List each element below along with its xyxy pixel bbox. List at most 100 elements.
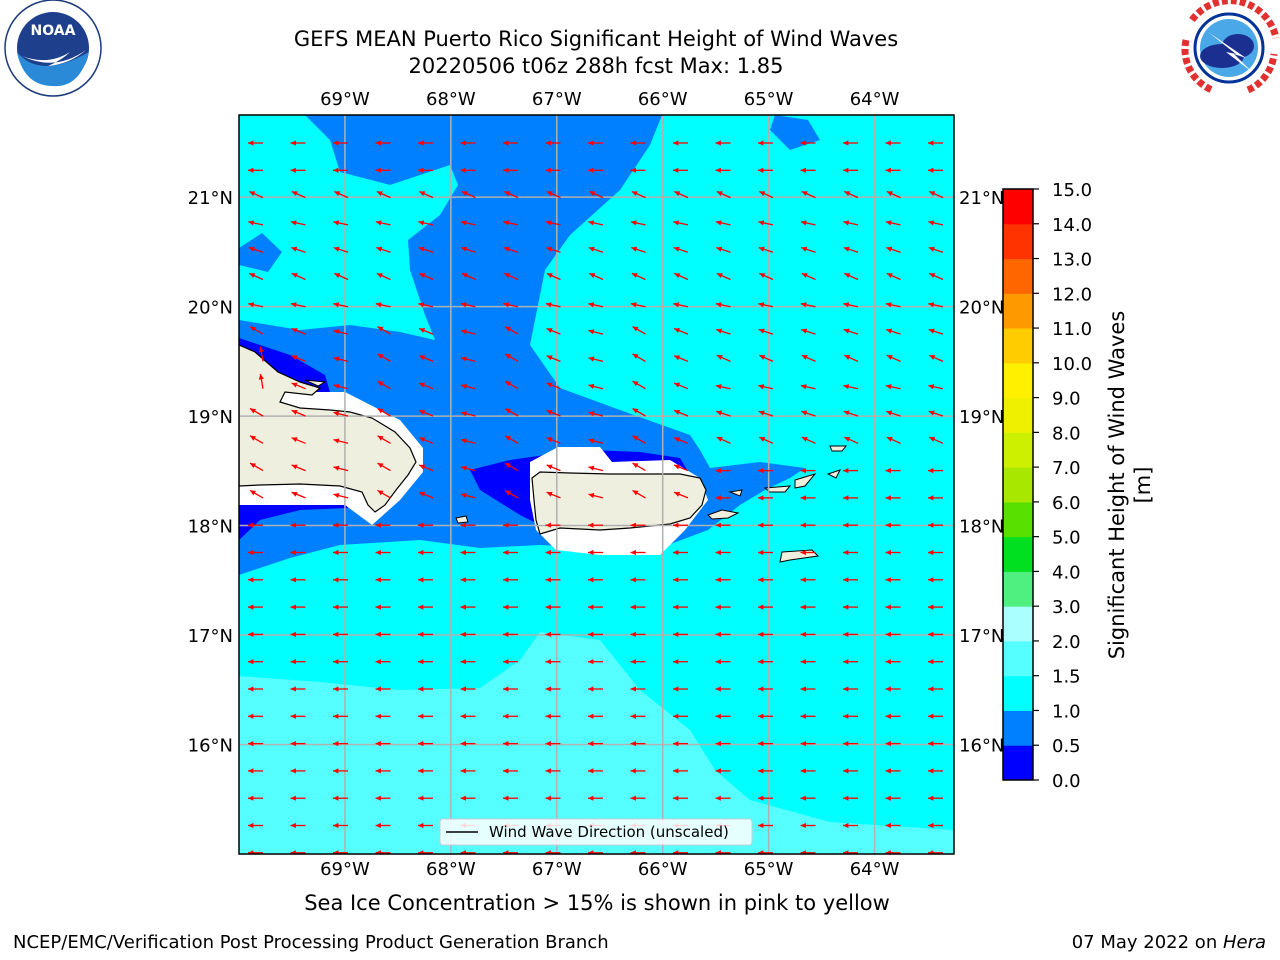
wind-arrow (758, 220, 774, 226)
wind-arrow (290, 822, 306, 829)
wind-arrow (630, 850, 646, 854)
wind-arrow (248, 768, 263, 774)
wind-arrow (929, 272, 944, 281)
wind-arrow (673, 355, 689, 363)
wind-arrow (630, 740, 646, 747)
chart-title: GEFS MEAN Puerto Rico Significant Height… (293, 27, 899, 51)
wind-arrow (886, 272, 901, 281)
wind-arrow (418, 768, 433, 774)
lat-label-right: 17°N (959, 626, 1004, 647)
wind-arrow (758, 577, 773, 583)
wind-arrow (588, 686, 603, 692)
wind-arrow (843, 795, 858, 801)
wind-arrow (460, 493, 476, 499)
wind-arrow (588, 220, 604, 226)
wind-arrow (843, 740, 858, 747)
wind-arrow (460, 383, 476, 390)
wind-arrow (800, 604, 816, 610)
wind-arrow (715, 384, 731, 390)
wind-arrow (460, 167, 476, 173)
wind-arrow (418, 850, 433, 854)
wind-arrow (716, 354, 731, 362)
wind-arrow (843, 384, 859, 390)
wind-arrow (588, 411, 604, 417)
colorbar-segment (1003, 258, 1033, 294)
wind-arrow (673, 246, 689, 253)
wind-arrow (375, 604, 391, 610)
colorbar (1002, 188, 1034, 781)
wind-arrow (673, 795, 688, 801)
wind-arrow (418, 220, 434, 226)
wind-arrow (333, 302, 349, 308)
wind-arrow (418, 382, 434, 390)
wind-arrow (843, 768, 858, 774)
wind-arrow (461, 190, 476, 199)
wind-arrow (885, 522, 901, 528)
wind-arrow (290, 302, 306, 308)
wind-arrow (460, 356, 476, 363)
wind-arrow (928, 522, 943, 528)
wind-arrow (460, 465, 476, 472)
wind-arrow (418, 822, 433, 829)
wind-arrow (461, 246, 476, 253)
wind-arrow (248, 659, 263, 665)
wind-arrow (631, 272, 646, 281)
wind-arrow (588, 631, 603, 638)
wind-arrow (673, 850, 688, 854)
wind-arrow (758, 328, 774, 335)
wind-arrow (929, 354, 944, 362)
wind-arrow (928, 768, 943, 774)
colorbar-tick-label: 7.0 (1052, 458, 1081, 479)
wind-arrow (588, 795, 603, 801)
wind-arrow (503, 302, 519, 308)
wind-arrow (800, 795, 816, 801)
wind-arrow (418, 246, 434, 253)
wind-arrow (545, 631, 561, 638)
wind-arrow (418, 549, 433, 556)
wind-arrow (759, 190, 774, 199)
wind-arrow (673, 140, 688, 146)
wind-arrow (843, 328, 859, 335)
wind-arrow (801, 328, 816, 335)
wind-arrow (673, 713, 688, 719)
wind-arrow (588, 438, 604, 444)
wind-arrow (545, 167, 561, 173)
wind-arrow (333, 329, 349, 335)
map-gridlines (239, 115, 954, 854)
wind-arrow (545, 686, 561, 692)
lon-label-bottom: 69°W (320, 859, 370, 880)
wind-arrow (460, 140, 476, 146)
sea-ice-note-text: Sea Ice Concentration > 15% is shown in … (304, 891, 890, 915)
colorbar-segment (1003, 571, 1033, 607)
wind-direction-arrows (248, 140, 944, 854)
wind-arrow (885, 740, 901, 747)
wind-arrow (460, 795, 476, 801)
wind-arrow (546, 382, 561, 390)
wind-arrow (588, 850, 603, 854)
wind-arrow (503, 768, 518, 774)
wind-arrow (843, 577, 858, 583)
wind-arrow (885, 549, 901, 556)
colorbar-label: Significant Height of Wind Waves [m] (1105, 310, 1155, 660)
wind-arrow (503, 604, 518, 610)
wind-arrow (885, 384, 901, 390)
wind-arrow (248, 577, 263, 583)
colorbar-segment (1003, 675, 1033, 711)
wind-arrow (800, 384, 816, 390)
wind-arrow (928, 631, 943, 638)
wind-arrow (885, 167, 901, 173)
wind-arrow (843, 522, 858, 528)
wind-arrow (291, 246, 306, 253)
wind-arrow (630, 220, 646, 226)
colorbar-tick-label: 1.0 (1052, 701, 1081, 722)
wind-arrow (885, 495, 901, 501)
wind-arrow (928, 850, 943, 854)
wind-arrow (418, 522, 433, 528)
wind-arrow (800, 577, 816, 583)
wind-arrow (589, 272, 604, 281)
wind-arrow (885, 795, 901, 801)
wind-arrow (248, 822, 263, 829)
colorbar-tick-label: 0.0 (1052, 771, 1081, 792)
lon-label-bottom: 64°W (850, 859, 900, 880)
